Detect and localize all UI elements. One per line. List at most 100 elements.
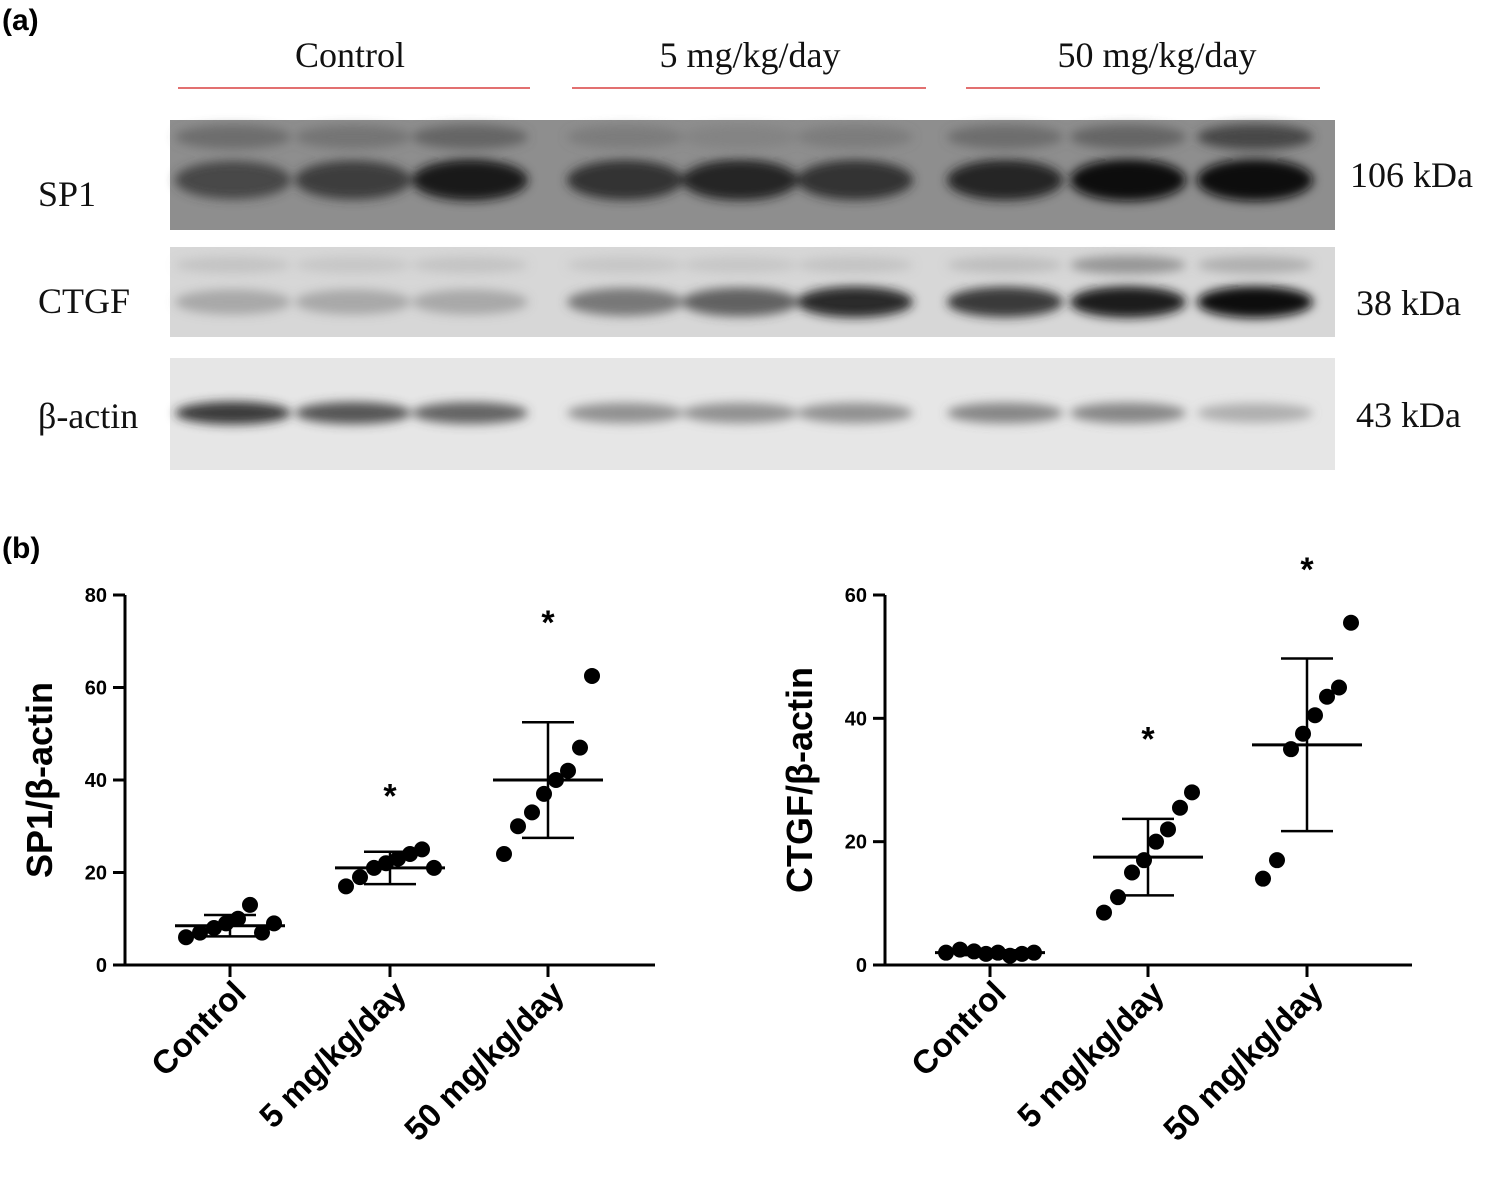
data-point — [560, 762, 576, 779]
data-point — [1331, 679, 1347, 696]
data-point — [1110, 889, 1126, 906]
y-tick-label: 60 — [85, 678, 107, 700]
y-tick-label: 40 — [85, 770, 107, 792]
chart-sp1-ylabel: SP1/β-actin — [19, 682, 60, 878]
blot-upper-band — [412, 256, 528, 274]
blot-upper-band — [1197, 256, 1313, 274]
blot-upper-band — [947, 256, 1063, 274]
blot-lower-band — [567, 288, 683, 316]
blot-lower-band — [682, 287, 798, 317]
blot-lower-band — [295, 401, 411, 425]
blot-upper-band — [412, 124, 528, 150]
blot-upper-band — [1070, 124, 1186, 150]
blot-upper-band — [1197, 124, 1313, 150]
blot-upper-band — [947, 125, 1063, 149]
blot-lower-band — [1070, 159, 1186, 201]
blot-actin: β-actin 43 kDa — [38, 358, 1461, 470]
x-category-label: 5 mg/kg/day — [252, 973, 413, 1134]
blot-lower-band — [1197, 159, 1313, 201]
data-point — [536, 785, 552, 802]
y-tick-label: 0 — [856, 955, 867, 977]
blot-lower-band — [175, 401, 291, 425]
y-tick-label: 80 — [85, 585, 107, 607]
x-category-label: Control — [904, 974, 1013, 1083]
blot-actin-protein: β-actin — [38, 396, 138, 436]
x-category-label: 50 mg/kg/day — [1156, 973, 1330, 1147]
group-header-5mg: 5 mg/kg/day — [660, 35, 841, 75]
data-point — [1172, 799, 1188, 816]
data-point — [1255, 870, 1271, 887]
blot-lower-band — [947, 286, 1063, 318]
y-tick-label: 60 — [845, 585, 867, 607]
data-point — [1184, 784, 1200, 801]
blot-upper-band — [175, 125, 291, 149]
blot-ctgf-size: 38 kDa — [1356, 283, 1461, 323]
blot-upper-band — [797, 125, 913, 149]
y-tick-label: 20 — [85, 863, 107, 885]
blot-lower-band — [947, 159, 1063, 201]
data-point — [496, 846, 512, 862]
significance-star: * — [541, 604, 555, 642]
significance-star: * — [1300, 551, 1314, 589]
data-point — [1160, 821, 1176, 838]
blot-upper-band — [175, 256, 291, 274]
blot-lower-band — [412, 289, 528, 315]
data-point — [1096, 904, 1112, 921]
x-category-label: 50 mg/kg/day — [397, 973, 571, 1147]
data-point — [1307, 707, 1323, 724]
blot-lower-band — [295, 160, 411, 200]
data-point — [510, 818, 526, 835]
blot-lower-band — [682, 159, 798, 201]
blot-sp1-protein: SP1 — [38, 174, 96, 214]
data-point — [242, 896, 258, 913]
blot-lower-band — [1197, 403, 1313, 423]
data-point — [1295, 725, 1311, 742]
data-point — [338, 878, 354, 895]
blot-ctgf-protein: CTGF — [38, 281, 130, 321]
blot-lower-band — [567, 402, 683, 424]
data-point — [1136, 852, 1152, 869]
data-point — [1269, 852, 1285, 869]
blot-sp1-size: 106 kDa — [1350, 155, 1473, 195]
blot-actin-bands — [175, 401, 1313, 425]
blot-lower-band — [797, 160, 913, 200]
data-point — [266, 915, 282, 932]
data-point — [254, 924, 270, 941]
blot-lower-band — [682, 402, 798, 424]
blot-upper-band — [797, 256, 913, 274]
group-header-50mg: 50 mg/kg/day — [1058, 35, 1257, 75]
blot-upper-band — [295, 125, 411, 149]
blot-actin-size: 43 kDa — [1356, 395, 1461, 435]
blot-sp1: SP1 106 kDa — [38, 120, 1473, 230]
blot-ctgf-bands — [175, 255, 1313, 318]
blot-upper-band — [567, 125, 683, 149]
data-point — [352, 869, 368, 886]
data-point — [402, 846, 418, 862]
data-point — [206, 920, 222, 936]
blot-lower-band — [1070, 286, 1186, 318]
data-point — [390, 850, 406, 867]
blot-lower-band — [797, 402, 913, 424]
x-category-label: 5 mg/kg/day — [1010, 973, 1171, 1134]
blot-lower-band — [567, 160, 683, 200]
group-header-control: Control — [295, 35, 405, 75]
chart-ctgf-ylabel: CTGF/β-actin — [779, 667, 820, 893]
y-tick-label: 40 — [845, 708, 867, 730]
blot-lower-band — [797, 286, 913, 318]
significance-star: * — [1141, 720, 1155, 758]
blot-lower-band — [412, 159, 528, 201]
blot-upper-band — [567, 256, 683, 274]
data-point — [1319, 688, 1335, 705]
data-point — [524, 804, 540, 821]
blot-upper-band — [295, 256, 411, 274]
blot-lower-band — [295, 289, 411, 315]
data-point — [1343, 614, 1359, 631]
data-point — [584, 667, 600, 684]
x-category-label: Control — [144, 974, 253, 1083]
blot-sp1-bands — [175, 124, 1313, 201]
panel-b-label: (b) — [2, 532, 40, 565]
blot-upper-band — [1070, 255, 1186, 275]
